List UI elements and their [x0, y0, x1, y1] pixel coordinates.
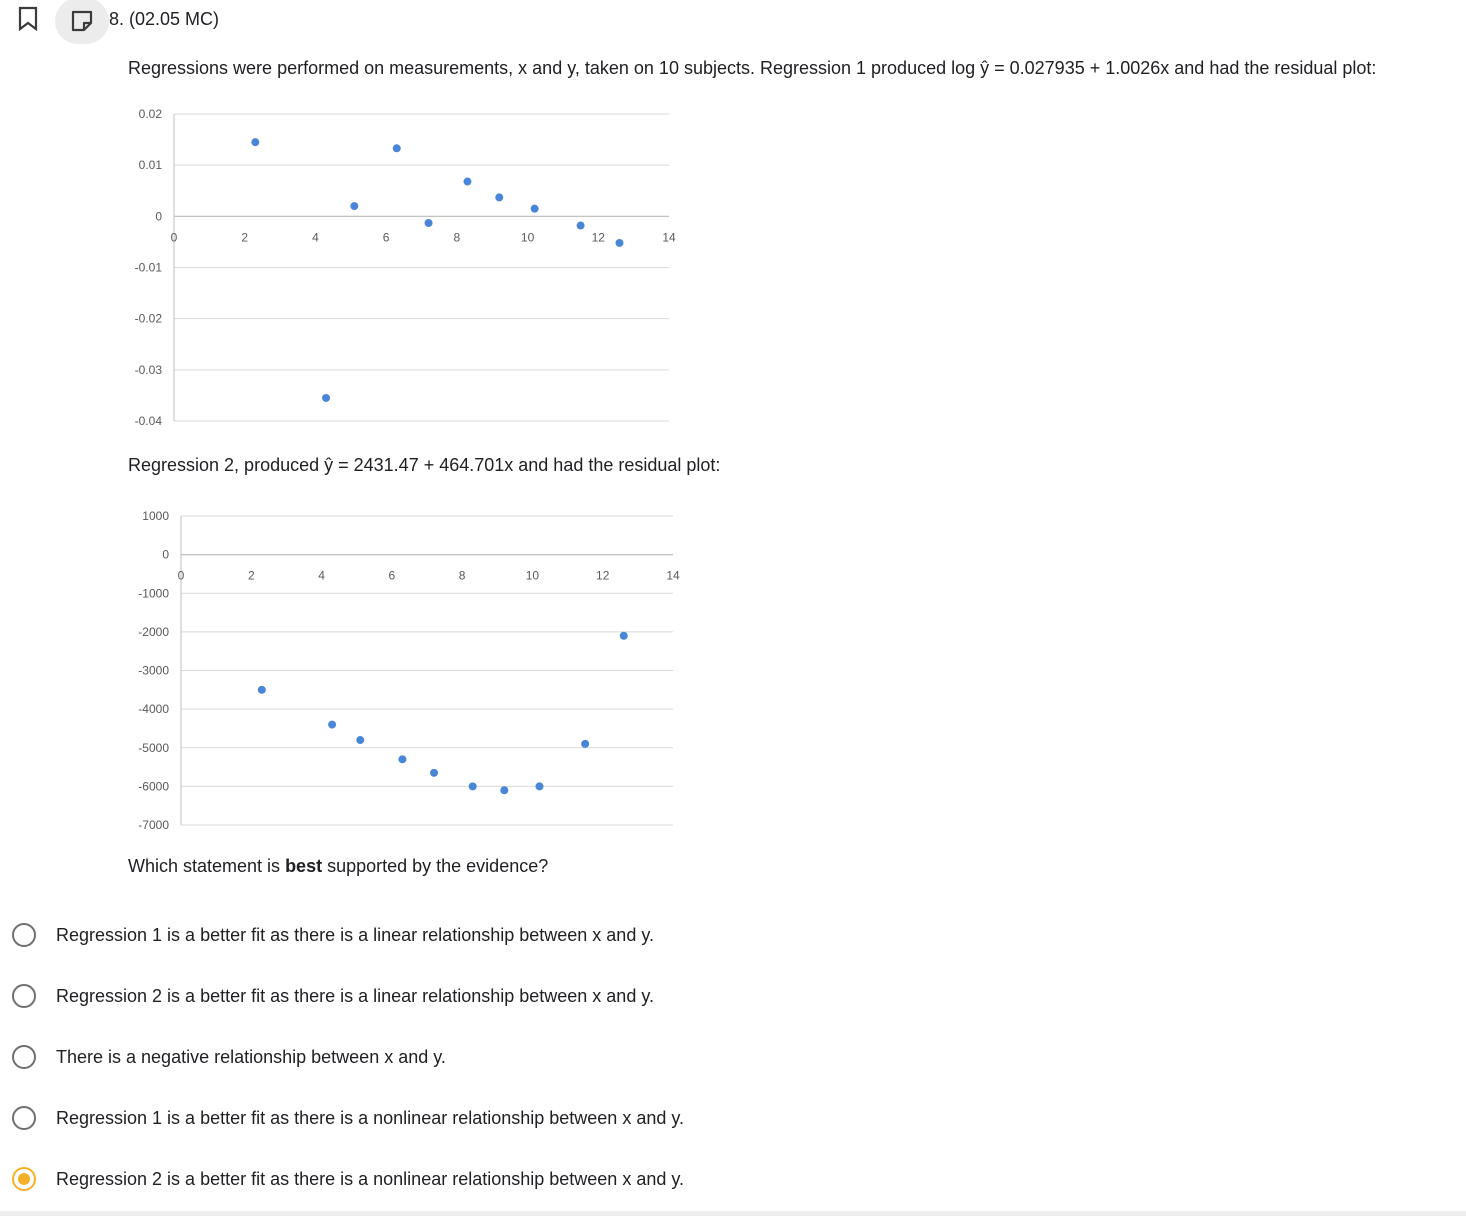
- y-tick-label: 1000: [142, 509, 169, 523]
- x-tick-label: 2: [241, 230, 248, 244]
- prompt-3-text-end: supported by the evidence?: [322, 856, 549, 876]
- note-button[interactable]: [55, 0, 109, 44]
- prompt-3-emphasis: best: [285, 856, 323, 876]
- x-tick-label: 0: [171, 230, 178, 244]
- data-point: [392, 144, 401, 153]
- answer-option-label: Regression 2 is a better fit as there is…: [56, 985, 654, 1006]
- data-point: [530, 204, 539, 213]
- answer-option-label: Regression 1 is a better fit as there is…: [56, 1107, 685, 1128]
- y-tick-label: -5000: [138, 741, 169, 755]
- y-tick-label: -0.01: [135, 261, 163, 275]
- x-tick-label: 14: [666, 569, 680, 583]
- question-prompt-2: Regression 2, produced ŷ = 2431.47 + 464…: [128, 455, 721, 475]
- data-point: [619, 631, 628, 640]
- y-tick-label: 0: [155, 209, 162, 223]
- data-point: [398, 755, 407, 764]
- data-point: [535, 782, 544, 791]
- x-tick-label: 4: [318, 569, 325, 583]
- answer-option[interactable]: Regression 2 is a better fit as there is…: [12, 974, 654, 1018]
- x-tick-label: 8: [454, 230, 461, 244]
- y-tick-label: -3000: [138, 664, 169, 678]
- radio-button[interactable]: [12, 1167, 36, 1191]
- answer-option-label: Regression 2 is a better fit as there is…: [56, 1168, 685, 1189]
- data-point: [576, 221, 585, 230]
- y-tick-label: 0.01: [139, 158, 163, 172]
- y-tick-label: -4000: [138, 702, 169, 716]
- radio-button[interactable]: [12, 1106, 36, 1130]
- y-tick-label: -7000: [138, 818, 169, 832]
- answer-option-label: There is a negative relationship between…: [56, 1046, 446, 1067]
- data-point: [495, 193, 504, 202]
- x-tick-label: 14: [662, 230, 676, 244]
- x-tick-label: 4: [312, 230, 319, 244]
- x-tick-label: 2: [248, 569, 255, 583]
- answer-option-label: Regression 1 is a better fit as there is…: [56, 924, 654, 945]
- residual-plot-1: 0.02 0.01 0 -0.01 -0.02 -0.03 -0.04 0 2 4 6 8 10 12 14: [135, 107, 676, 428]
- x-tick-label: 10: [526, 569, 540, 583]
- answer-option[interactable]: There is a negative relationship between…: [12, 1035, 446, 1079]
- y-tick-label: -0.04: [135, 414, 163, 428]
- x-tick-label: 6: [389, 569, 396, 583]
- x-tick-label: 10: [521, 230, 535, 244]
- question-prompt-1: Regressions were performed on measuremen…: [128, 58, 1377, 78]
- data-point: [322, 393, 331, 402]
- data-point: [350, 202, 359, 211]
- x-tick-label: 12: [596, 569, 610, 583]
- answer-option[interactable]: Regression 1 is a better fit as there is…: [12, 913, 654, 957]
- data-point: [615, 238, 624, 247]
- question-prompt-3: Which statement is best supported by the…: [128, 856, 548, 877]
- data-point: [581, 739, 590, 748]
- question-number: 8. (02.05 MC): [109, 9, 220, 29]
- data-point: [257, 685, 266, 694]
- radio-button[interactable]: [12, 1045, 36, 1069]
- answer-option[interactable]: Regression 2 is a better fit as there is…: [12, 1157, 684, 1201]
- data-point: [424, 218, 433, 227]
- x-tick-label: 0: [178, 569, 185, 583]
- radio-button[interactable]: [12, 923, 36, 947]
- data-point: [500, 786, 509, 795]
- x-tick-label: 12: [592, 230, 606, 244]
- bottom-divider: [0, 1211, 1466, 1216]
- y-tick-label: -0.03: [135, 363, 163, 377]
- data-point: [463, 177, 472, 186]
- x-tick-label: 6: [383, 230, 390, 244]
- data-point: [430, 768, 439, 777]
- data-point: [468, 782, 477, 791]
- residual-plot-2: 1000 0 -1000 -2000 -3000 -4000 -5000 -6000 -7000…: [138, 509, 680, 832]
- data-point: [251, 138, 260, 147]
- radio-button[interactable]: [12, 984, 36, 1008]
- x-tick-label: 8: [459, 569, 466, 583]
- y-tick-label: -0.02: [135, 312, 163, 326]
- bookmark-icon[interactable]: [16, 6, 40, 32]
- prompt-3-text-start: Which statement is: [128, 856, 286, 876]
- y-tick-label: -1000: [138, 586, 169, 600]
- y-tick-label: -2000: [138, 625, 169, 639]
- data-point: [328, 720, 337, 729]
- y-tick-label: -6000: [138, 779, 169, 793]
- note-icon: [71, 10, 93, 32]
- y-tick-label: 0.02: [139, 107, 163, 121]
- data-point: [356, 736, 365, 745]
- y-tick-label: 0: [162, 548, 169, 562]
- answer-option[interactable]: Regression 1 is a better fit as there is…: [12, 1096, 684, 1140]
